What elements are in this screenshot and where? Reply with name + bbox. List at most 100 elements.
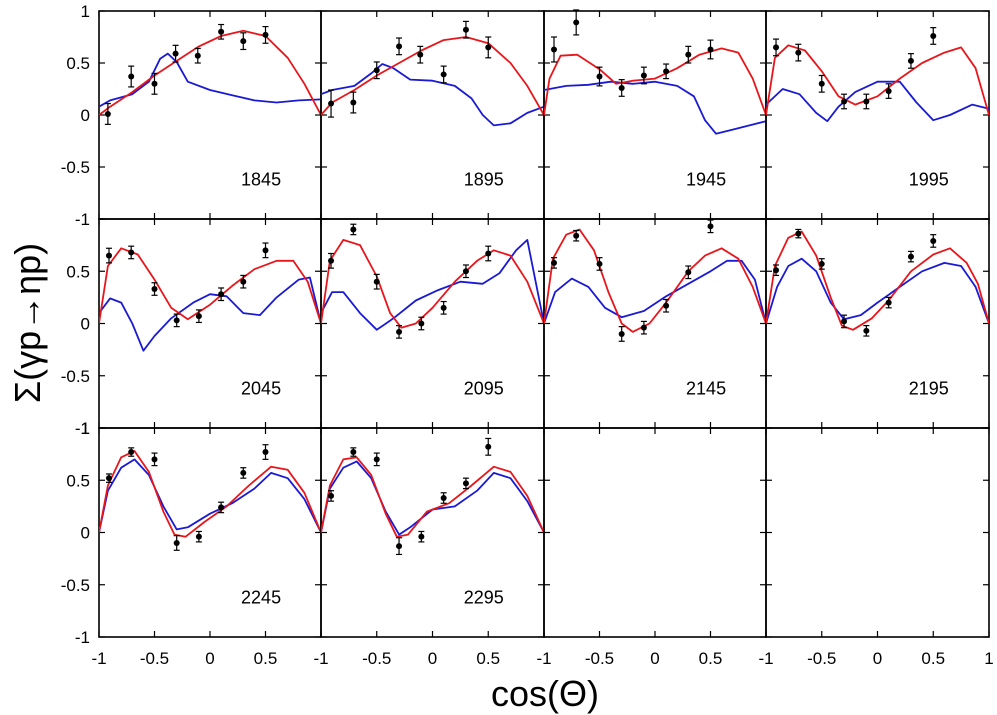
panel-2045: 2045 [98,218,322,429]
data-marker [328,492,335,499]
data-marker [418,533,425,540]
data-marker [685,269,692,276]
red-curve [766,230,989,331]
data-point [640,320,647,335]
data-marker [485,443,492,450]
data-marker [550,259,557,266]
data-marker [573,19,580,26]
data-marker [707,223,714,230]
x-tick-label: -1 [758,649,773,668]
data-point [818,258,825,270]
y-axis-title: Σ(γp→ηp) [7,243,48,403]
data-point [105,247,112,264]
panel-frame [543,10,767,220]
data-marker [640,72,647,79]
x-tick-label: 0 [205,649,214,668]
y-tick-label: 0.5 [66,471,90,490]
data-marker [105,252,112,259]
data-point [640,66,647,85]
data-marker [417,51,424,58]
data-marker [795,49,802,56]
data-point [240,274,247,289]
blue-curve [99,276,321,352]
x-axis-title: cos(Θ) [491,673,599,714]
data-point [596,257,603,271]
data-point [618,79,625,97]
data-point [350,91,357,114]
red-curve [99,450,321,538]
data-point [173,535,180,551]
data-marker [128,449,135,456]
data-marker [618,84,625,91]
data-point [173,313,180,328]
data-marker [396,328,403,335]
data-point [841,93,848,110]
data-marker [773,267,780,274]
data-marker [863,98,870,105]
y-tick-label: 0 [81,524,90,543]
data-point [396,324,403,339]
data-marker [240,38,247,45]
data-point [930,234,937,248]
energy-label: 2145 [686,379,726,399]
blue-curve [544,259,766,324]
data-point [573,9,580,36]
data-marker [640,324,647,331]
energy-label: 2295 [464,588,504,608]
data-marker [707,46,714,53]
x-tick-label: 0 [873,649,882,668]
data-point [151,72,158,95]
blue-curve [321,239,544,331]
data-point [328,490,335,502]
data-marker [172,50,179,57]
x-tick-label: -0.5 [807,649,836,668]
data-marker [440,304,447,311]
data-point [773,264,780,277]
data-marker [685,51,692,58]
data-marker [863,327,870,334]
panel-1945: 1945 [543,9,767,220]
data-marker [841,318,848,325]
panel-frame [98,10,322,220]
data-marker [350,449,357,456]
y-tick-label: 1 [81,419,90,438]
data-marker [128,73,135,80]
y-tick-label: -1 [75,210,90,229]
data-point [841,314,848,329]
data-marker [818,260,825,267]
data-marker [218,28,225,35]
data-marker [841,98,848,105]
data-point [172,44,179,63]
data-point [550,36,557,63]
energy-label: 1845 [241,170,281,190]
energy-label: 2045 [241,379,281,399]
energy-label: 1895 [464,170,504,190]
data-point [885,296,892,309]
data-marker [596,260,603,267]
data-marker [262,247,269,254]
data-point [550,257,557,269]
data-marker [795,230,802,237]
data-point [485,245,492,262]
data-point [440,492,447,504]
data-marker [218,291,225,298]
data-marker [195,313,202,320]
data-point [350,447,357,457]
panel-1995: 1995 [765,10,990,220]
energy-label: 2245 [241,588,281,608]
x-tick-label: -0.5 [585,649,614,668]
data-marker [907,253,914,260]
data-point [795,43,802,62]
data-marker [773,44,780,51]
energy-label: 1995 [909,170,949,190]
panel-frame [320,10,545,220]
blue-curve [766,257,989,324]
data-marker [195,533,202,540]
data-marker [262,31,269,38]
data-marker [328,100,335,107]
data-point [128,447,135,457]
data-marker [618,330,625,337]
data-marker [550,46,557,53]
data-point [685,45,692,64]
